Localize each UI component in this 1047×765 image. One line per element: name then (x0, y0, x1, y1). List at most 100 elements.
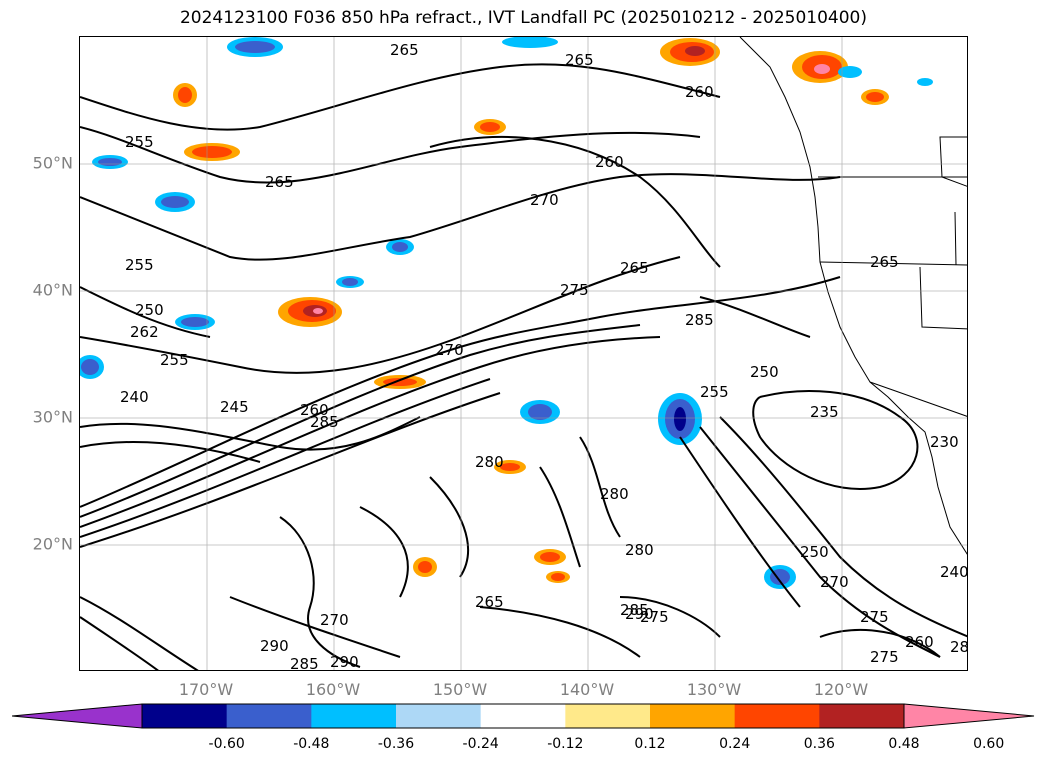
ivt-contour-line (229, 596, 401, 658)
contour-label: 255 (125, 133, 154, 151)
ivt-contour-line (279, 516, 361, 668)
contour-label: 290 (260, 637, 289, 655)
ivt-contour-line (80, 324, 641, 518)
contour-label: 260 (685, 83, 714, 101)
ivt-contour-line (719, 416, 967, 638)
colorbar-tick-label: 0.60 (973, 736, 1005, 752)
contour-label: 275 (560, 281, 589, 299)
contour-label: 265 (620, 259, 649, 277)
anomaly-fill (418, 561, 432, 573)
ivt-contour-line (579, 436, 621, 538)
contour-label: 240 (940, 563, 968, 581)
coastline (739, 37, 967, 555)
anomaly-fill (480, 122, 500, 132)
colorbar-tick-label: 0.36 (803, 736, 835, 752)
contour-label: 255 (700, 383, 729, 401)
ivt-contour-line (80, 286, 211, 338)
lon-tick-label: 140°W (559, 680, 615, 699)
lat-tick-label: 30°N (32, 407, 73, 427)
contour-label: 270 (435, 341, 464, 359)
anomaly-fill (392, 242, 408, 252)
ivt-contour-line (819, 628, 941, 658)
anomaly-fill (161, 196, 189, 208)
anomaly-fill (81, 359, 99, 375)
contour-label: 285 (685, 311, 714, 329)
anomaly-fill (98, 158, 122, 166)
ivt-contour-line (429, 136, 721, 268)
colorbar (12, 703, 1035, 729)
ivt-contour-line (479, 606, 641, 658)
contour-label: 262 (130, 323, 159, 341)
ivt-contour-line (699, 426, 941, 658)
contour-label: 260 (595, 153, 624, 171)
anomaly-fill (866, 92, 884, 102)
figure-title: 2024123100 F036 850 hPa refract., IVT La… (179, 8, 867, 28)
ivt-contour-line (80, 336, 661, 528)
colorbar-tick-label: -0.12 (547, 736, 584, 752)
anomaly-fill (838, 66, 862, 78)
west-coast-line (739, 37, 967, 555)
ivt-contour-line (699, 296, 811, 338)
contour-label: 275 (870, 648, 899, 666)
contour-label: 285 (290, 655, 319, 671)
colorbar-segment (142, 704, 228, 728)
colorbar-outline (141, 703, 905, 729)
colorbar-tick-label: -0.60 (208, 736, 245, 752)
colorbar-segment (226, 704, 312, 728)
anomaly-fill (342, 278, 358, 286)
anomaly-fill (917, 78, 933, 86)
inland-coast-line (939, 136, 967, 187)
contour-label: 280 (475, 453, 504, 471)
contour-label: 265 (265, 173, 294, 191)
contour-label: 280 (950, 638, 968, 656)
anomaly-fill (181, 317, 209, 327)
ivt-contour-line (80, 173, 841, 261)
contour-label: 255 (125, 256, 154, 274)
lon-tick-label: 120°W (813, 680, 869, 699)
contour-label: 285 (310, 413, 339, 431)
contour-label: 250 (800, 543, 829, 561)
lat-tick-label: 40°N (32, 280, 73, 300)
contour-label: 270 (820, 573, 849, 591)
colorbar-segment (734, 704, 820, 728)
contour-label: 265 (475, 593, 504, 611)
contour-label: 290 (625, 605, 654, 623)
anomaly-fill (192, 146, 232, 158)
anomaly-fill (674, 407, 686, 431)
contour-label: 250 (750, 363, 779, 381)
colorbar-tick-label: 0.24 (719, 736, 751, 752)
ivt-contour-line (539, 466, 581, 568)
lat-tick-label: 20°N (32, 534, 73, 554)
contour-label: 280 (600, 485, 629, 503)
colorbar-segment (565, 704, 651, 728)
colorbar-tick-label: -0.24 (462, 736, 499, 752)
ivt-contour-line (679, 436, 801, 608)
contour-label: 270 (320, 611, 349, 629)
ivt-contour-line (80, 441, 261, 463)
contour-label: 270 (530, 191, 559, 209)
ivt-contour-line (80, 416, 421, 451)
ivt-contour-line (80, 616, 159, 670)
refractivity-anomaly-fills (80, 37, 933, 589)
colorbar-segment (311, 704, 397, 728)
ivt-contour-line (80, 378, 491, 538)
ivt-contour-line (619, 596, 721, 638)
ivt-contour-line (359, 506, 409, 598)
contour-label: 280 (625, 541, 654, 559)
lon-tick-label: 150°W (432, 680, 488, 699)
colorbar-segment (396, 704, 482, 728)
colorbar-extend-high (903, 703, 1035, 729)
contour-label: 260 (300, 401, 329, 419)
colorbar-segment (819, 704, 905, 728)
state-border (818, 176, 967, 417)
anomaly-fill (235, 41, 275, 53)
colorbar-extend-low (12, 703, 143, 729)
ivt-contour-line (80, 126, 701, 184)
contour-label: 230 (930, 433, 959, 451)
anomaly-fill (685, 46, 705, 56)
anomaly-fill (313, 308, 323, 314)
lon-tick-label: 130°W (686, 680, 742, 699)
ivt-contour-line (80, 596, 199, 670)
anomaly-fill (502, 37, 558, 48)
ivt-contour-line (80, 392, 501, 548)
